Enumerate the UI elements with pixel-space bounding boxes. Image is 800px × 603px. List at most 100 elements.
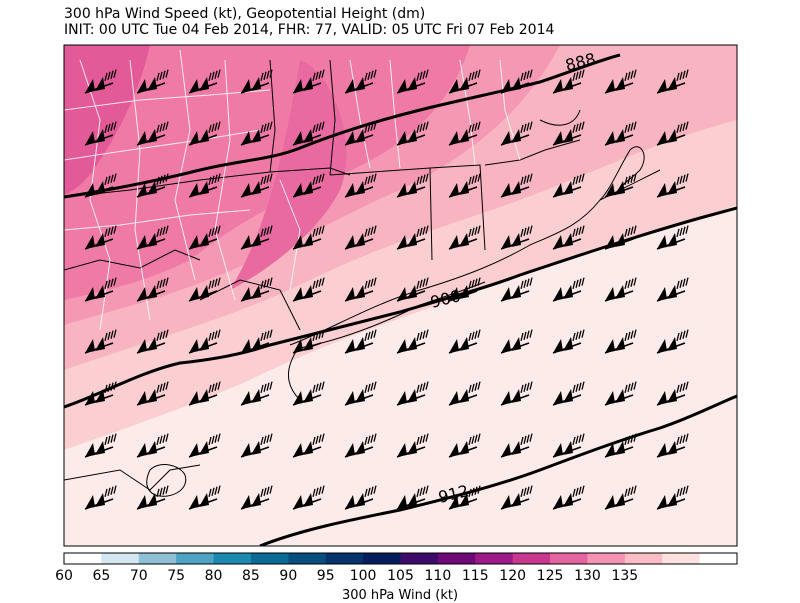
wind-barb-icon [552, 433, 585, 458]
colorbar-tick-label: 60 [55, 568, 73, 584]
wind-barb-icon [188, 69, 221, 94]
height-contour-888 [64, 53, 621, 199]
wind-barb-icon [344, 381, 377, 406]
wind-barb-icon [136, 277, 169, 302]
colorbar-tick-label: 100 [349, 568, 377, 584]
wind-barb-icon [500, 485, 533, 510]
county-boundaries [64, 49, 521, 331]
wind-barb-icon [344, 329, 377, 354]
wind-barb-icon [240, 381, 273, 406]
wind-barb-icon [240, 277, 273, 302]
wind-barb-icon [188, 329, 221, 354]
colorbar-swatch [475, 553, 514, 564]
wind-barb-icon [604, 173, 637, 198]
wind-barb-icon [448, 69, 481, 94]
colorbar-tick-label: 90 [279, 568, 298, 584]
wind-barb-icon [292, 277, 325, 302]
colorbar-swatch [101, 553, 140, 564]
map-frame [63, 44, 738, 547]
wind-barb-icon [344, 277, 377, 302]
wind-barb-icon [552, 173, 585, 198]
wind-barb-icon [448, 173, 481, 198]
wind-barb-icon [188, 173, 221, 198]
wind-barb-icon [84, 173, 117, 198]
wind-barb-icon [448, 433, 481, 458]
wind-barb-icon [188, 381, 221, 406]
wind-barb-icon [396, 485, 429, 510]
colorbar-tick-label: 70 [129, 568, 148, 584]
wind-barb-icon [448, 485, 481, 510]
wind-barb-icon [656, 121, 689, 146]
wind-barb-icon [552, 121, 585, 146]
wind-barb-icon [240, 485, 273, 510]
map-title: 300 hPa Wind Speed (kt), Geopotential He… [64, 6, 426, 22]
wind-barb-icon [188, 225, 221, 250]
wind-barb-icon [656, 381, 689, 406]
wind-barb-icon [292, 485, 325, 510]
wind-barb-icon [396, 433, 429, 458]
colorbar-tick-label: 95 [316, 568, 335, 584]
colorbar-swatch [176, 553, 215, 564]
wind-barb-icon [136, 121, 169, 146]
map-subtitle: INIT: 00 UTC Tue 04 Feb 2014, FHR: 77, V… [64, 22, 555, 38]
colorbar-swatch [250, 553, 289, 564]
wind-barb-icon [84, 69, 117, 94]
wind-barbs [84, 69, 689, 510]
colorbar-swatch [363, 553, 401, 564]
wind-barb-icon [500, 381, 533, 406]
wind-barb-icon [656, 173, 689, 198]
wind-barb-icon [552, 329, 585, 354]
wind-barb-icon [84, 433, 117, 458]
wind-barb-icon [344, 485, 377, 510]
wind-barb-icon [292, 433, 325, 458]
wind-barb-icon [84, 485, 117, 510]
wind-barb-icon [84, 225, 117, 250]
colorbar-swatch [400, 553, 439, 564]
wind-barb-icon [604, 277, 637, 302]
wind-barb-icon [552, 225, 585, 250]
wind-barb-icon [656, 277, 689, 302]
wind-barb-icon [604, 225, 637, 250]
wind-barb-icon [604, 433, 637, 458]
colorbar-tick-label: 80 [204, 568, 223, 584]
colorbar-tick-label: 125 [536, 568, 564, 584]
colorbar-tick-label: 135 [611, 568, 639, 584]
wind-barb-icon [500, 173, 533, 198]
colorbar-swatch [138, 553, 177, 564]
wind-barb-icon [240, 173, 273, 198]
wind-barb-icon [136, 329, 169, 354]
wind-barb-icon [500, 277, 533, 302]
wind-barb-icon [656, 225, 689, 250]
colorbar-swatch [437, 553, 476, 564]
wind-barb-icon [396, 121, 429, 146]
wind-barb-icon [604, 485, 637, 510]
colorbar-swatch [550, 553, 588, 564]
colorbar-tick-label: 110 [424, 568, 452, 584]
colorbar-tick-label: 75 [167, 568, 186, 584]
wind-barb-icon [188, 121, 221, 146]
wind-barb-icon [552, 381, 585, 406]
wind-barb-icon [656, 329, 689, 354]
wind-barb-icon [396, 173, 429, 198]
wind-barb-icon [448, 381, 481, 406]
wind-barb-icon [136, 69, 169, 94]
wind-barb-icon [84, 277, 117, 302]
wind-barb-icon [448, 277, 481, 302]
wind-barb-icon [656, 433, 689, 458]
height-contour-912 [259, 394, 737, 546]
wind-barb-icon [292, 121, 325, 146]
wind-barb-icon [448, 121, 481, 146]
colorbar-swatch [624, 553, 663, 564]
wind-barb-icon [136, 173, 169, 198]
wind-barb-icon [136, 485, 169, 510]
wind-barb-icon [604, 121, 637, 146]
wind-barb-icon [552, 277, 585, 302]
wind-barb-icon [188, 433, 221, 458]
wind-barb-icon [292, 173, 325, 198]
wind-barb-icon [188, 485, 221, 510]
colorbar-tick-label: 85 [242, 568, 260, 584]
colorbar-swatch [699, 553, 738, 564]
wind-barb-icon [240, 433, 273, 458]
wind-barb-icon [84, 381, 117, 406]
